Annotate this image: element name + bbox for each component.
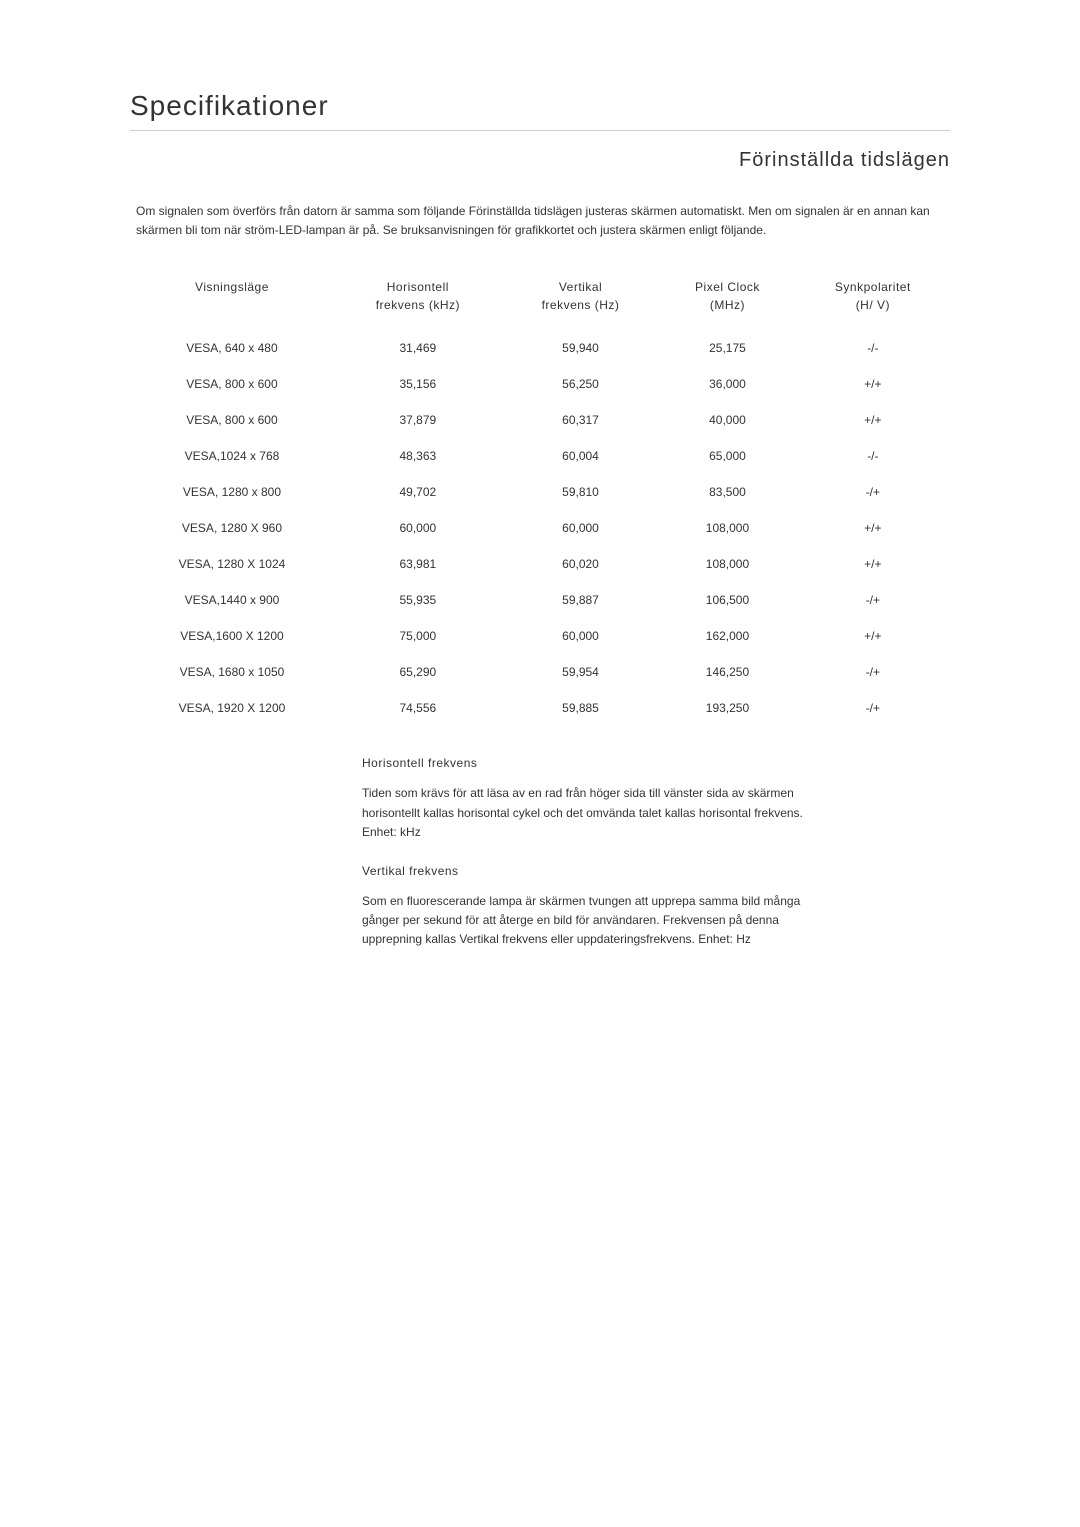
table-cell: 25,175 xyxy=(659,330,796,366)
definition-title: Vertikal frekvens xyxy=(362,864,812,878)
table-row: VESA, 640 x 48031,46959,94025,175-/- xyxy=(130,330,950,366)
table-cell: 65,000 xyxy=(659,438,796,474)
table-cell: VESA,1440 x 900 xyxy=(130,582,334,618)
page-title: Specifikationer xyxy=(130,90,950,131)
table-row: VESA, 1680 x 105065,29059,954146,250-/+ xyxy=(130,654,950,690)
table-cell: 60,317 xyxy=(502,402,659,438)
table-cell: VESA, 1680 x 1050 xyxy=(130,654,334,690)
table-cell: 65,290 xyxy=(334,654,502,690)
table-row: VESA, 1280 x 80049,70259,81083,500-/+ xyxy=(130,474,950,510)
table-body: VESA, 640 x 48031,46959,94025,175-/-VESA… xyxy=(130,330,950,726)
table-cell: 40,000 xyxy=(659,402,796,438)
table-cell: VESA, 640 x 480 xyxy=(130,330,334,366)
table-row: VESA, 1280 X 96060,00060,000108,000+/+ xyxy=(130,510,950,546)
definition-text: Tiden som krävs för att läsa av en rad f… xyxy=(362,784,812,842)
table-cell: -/+ xyxy=(796,474,950,510)
table-cell: 59,885 xyxy=(502,690,659,726)
table-cell: 146,250 xyxy=(659,654,796,690)
timing-modes-table: Visningsläge Horisontellfrekvens (kHz) V… xyxy=(130,270,950,726)
table-cell: 60,000 xyxy=(502,510,659,546)
table-cell: 35,156 xyxy=(334,366,502,402)
intro-paragraph: Om signalen som överförs från datorn är … xyxy=(130,202,950,240)
table-header-row: Visningsläge Horisontellfrekvens (kHz) V… xyxy=(130,270,950,330)
definition-text: Som en fluorescerande lampa är skärmen t… xyxy=(362,892,812,950)
table-cell: VESA, 800 x 600 xyxy=(130,366,334,402)
col-header-pixelclock: Pixel Clock(MHz) xyxy=(659,270,796,330)
section-title: Förinställda tidslägen xyxy=(130,149,950,172)
table-cell: VESA,1600 X 1200 xyxy=(130,618,334,654)
table-cell: 31,469 xyxy=(334,330,502,366)
table-cell: 83,500 xyxy=(659,474,796,510)
table-row: VESA,1440 x 90055,93559,887106,500-/+ xyxy=(130,582,950,618)
table-cell: 60,000 xyxy=(334,510,502,546)
col-header-syncpolarity: Synkpolaritet(H/ V) xyxy=(796,270,950,330)
table-cell: 193,250 xyxy=(659,690,796,726)
table-cell: 37,879 xyxy=(334,402,502,438)
table-cell: 55,935 xyxy=(334,582,502,618)
table-cell: 108,000 xyxy=(659,510,796,546)
table-cell: 106,500 xyxy=(659,582,796,618)
col-header-mode: Visningsläge xyxy=(130,270,334,330)
table-row: VESA, 1280 X 102463,98160,020108,000+/+ xyxy=(130,546,950,582)
table-cell: +/+ xyxy=(796,618,950,654)
table-cell: VESA,1024 x 768 xyxy=(130,438,334,474)
table-cell: +/+ xyxy=(796,546,950,582)
table-cell: VESA, 800 x 600 xyxy=(130,402,334,438)
table-cell: 63,981 xyxy=(334,546,502,582)
table-cell: 108,000 xyxy=(659,546,796,582)
table-cell: -/+ xyxy=(796,654,950,690)
table-cell: 59,954 xyxy=(502,654,659,690)
table-cell: 59,940 xyxy=(502,330,659,366)
table-row: VESA, 1920 X 120074,55659,885193,250-/+ xyxy=(130,690,950,726)
table-cell: VESA, 1280 X 960 xyxy=(130,510,334,546)
table-cell: -/- xyxy=(796,438,950,474)
table-cell: VESA, 1280 x 800 xyxy=(130,474,334,510)
table-cell: 49,702 xyxy=(334,474,502,510)
table-cell: 60,004 xyxy=(502,438,659,474)
table-cell: 48,363 xyxy=(334,438,502,474)
table-cell: VESA, 1280 X 1024 xyxy=(130,546,334,582)
table-cell: 60,000 xyxy=(502,618,659,654)
definitions-section: Horisontell frekvens Tiden som krävs för… xyxy=(362,756,812,949)
col-header-vfreq: Vertikalfrekvens (Hz) xyxy=(502,270,659,330)
table-cell: -/- xyxy=(796,330,950,366)
table-cell: 75,000 xyxy=(334,618,502,654)
table-cell: 59,810 xyxy=(502,474,659,510)
table-row: VESA, 800 x 60037,87960,31740,000+/+ xyxy=(130,402,950,438)
table-cell: 36,000 xyxy=(659,366,796,402)
table-row: VESA, 800 x 60035,15656,25036,000+/+ xyxy=(130,366,950,402)
table-cell: +/+ xyxy=(796,510,950,546)
table-cell: +/+ xyxy=(796,366,950,402)
table-row: VESA,1600 X 120075,00060,000162,000+/+ xyxy=(130,618,950,654)
table-cell: 162,000 xyxy=(659,618,796,654)
definition-title: Horisontell frekvens xyxy=(362,756,812,770)
table-row: VESA,1024 x 76848,36360,00465,000-/- xyxy=(130,438,950,474)
table-cell: 56,250 xyxy=(502,366,659,402)
table-cell: 59,887 xyxy=(502,582,659,618)
table-cell: -/+ xyxy=(796,690,950,726)
table-cell: +/+ xyxy=(796,402,950,438)
table-cell: 60,020 xyxy=(502,546,659,582)
col-header-hfreq: Horisontellfrekvens (kHz) xyxy=(334,270,502,330)
table-cell: VESA, 1920 X 1200 xyxy=(130,690,334,726)
table-cell: 74,556 xyxy=(334,690,502,726)
table-cell: -/+ xyxy=(796,582,950,618)
